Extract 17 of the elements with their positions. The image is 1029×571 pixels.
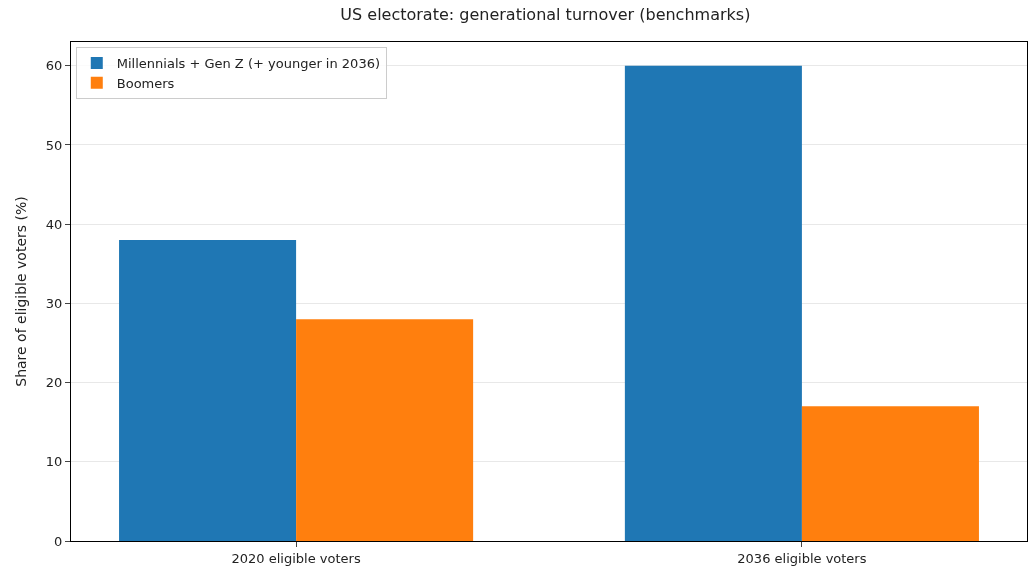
x-tick-label: 2020 eligible voters [231,550,361,566]
y-tick-label: 60 [45,58,63,74]
y-axis-title: Share of eligible voters (%) [13,196,30,387]
bar [624,65,802,541]
x-tick-label: 2036 eligible voters [737,550,867,566]
bar [119,240,297,541]
bar [296,319,474,541]
legend-label: Millennials + Gen Z (+ younger in 2036) [116,56,380,72]
bar [801,406,979,541]
chart-title: US electorate: generational turnover (benchmarks) [340,4,751,24]
y-tick-label: 20 [45,375,63,391]
legend-label: Boomers [116,75,175,91]
y-tick-label: 50 [45,137,63,153]
y-tick-label: 0 [54,533,63,549]
y-tick-label: 10 [45,454,63,470]
y-tick-label: 40 [45,216,63,232]
y-tick-label: 30 [45,295,63,311]
